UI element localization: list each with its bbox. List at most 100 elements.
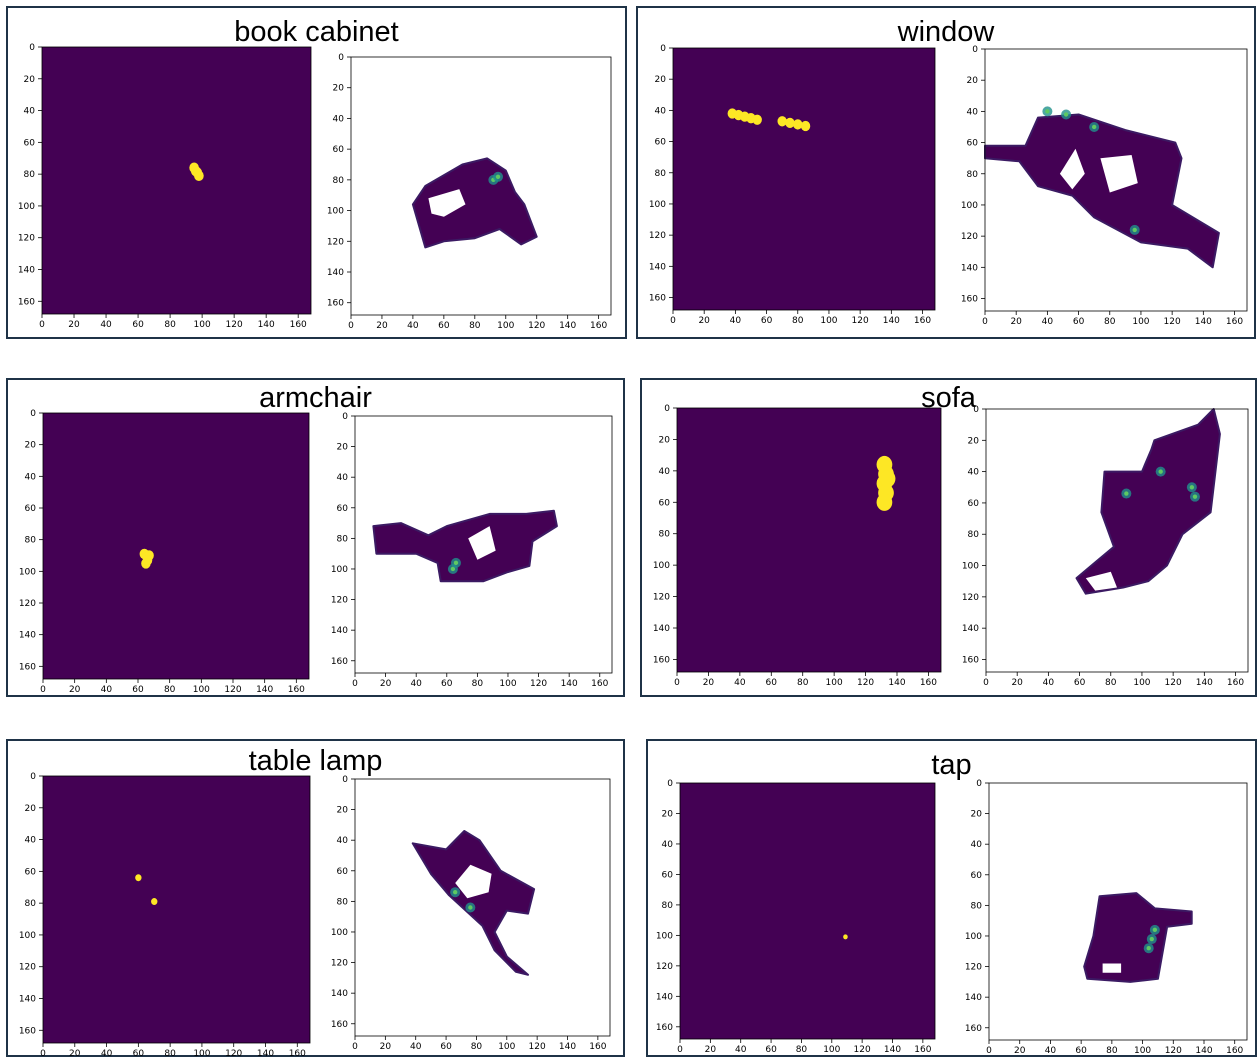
x-tick-label: 100	[1132, 317, 1149, 327]
x-tick-label: 80	[1104, 317, 1116, 327]
y-tick-label: 120	[18, 234, 35, 244]
y-tick-label: 80	[337, 897, 349, 907]
x-tick-label: 80	[797, 678, 809, 688]
mask-point	[843, 934, 848, 940]
x-tick-label: 60	[441, 679, 453, 689]
attention-hotspot-core	[1063, 112, 1069, 117]
y-tick-label: 100	[653, 561, 670, 571]
y-tick-label: 140	[656, 992, 673, 1002]
x-tick-label: 140	[258, 320, 275, 330]
x-tick-label: 40	[407, 321, 419, 331]
occupancy-map	[984, 113, 1220, 269]
occupancy-map	[411, 157, 538, 249]
y-tick-label: 100	[962, 562, 979, 572]
y-tick-label: 80	[659, 530, 671, 540]
x-tick-label: 140	[257, 1049, 274, 1057]
x-tick-label: 40	[410, 1042, 422, 1052]
axes-frame	[42, 412, 310, 680]
x-tick-label: 120	[1165, 1046, 1182, 1056]
x-tick-label: 80	[469, 321, 481, 331]
subplot-pair: 0 20 40 60 80 100 120 140 160 0 20 40 60 80 100 120 140 1…	[18, 43, 612, 331]
y-tick-label: 20	[968, 436, 980, 446]
x-tick-label: 40	[101, 685, 113, 695]
x-tick-label: 0	[39, 320, 45, 330]
y-tick-label: 60	[967, 139, 979, 149]
x-tick-label: 20	[1014, 1046, 1026, 1056]
y-tick-label: 140	[653, 624, 670, 634]
y-tick-label: 160	[649, 294, 666, 304]
y-tick-label: 100	[331, 928, 348, 938]
x-tick-label: 140	[559, 321, 576, 331]
y-tick-label: 80	[25, 899, 37, 909]
y-tick-label: 140	[327, 268, 344, 278]
y-tick-label: 140	[331, 626, 348, 636]
mask-point	[879, 470, 896, 488]
y-tick-label: 100	[19, 567, 36, 577]
y-tick-label: 140	[331, 989, 348, 999]
x-tick-label: 120	[857, 678, 874, 688]
x-tick-label: 60	[133, 1049, 145, 1057]
x-tick-label: 40	[1045, 1046, 1057, 1056]
axes-frame	[42, 775, 311, 1044]
x-tick-label: 20	[1010, 317, 1022, 327]
x-tick-label: 160	[1227, 678, 1244, 688]
y-tick-label: 120	[327, 237, 344, 247]
y-tick-label: 160	[653, 655, 670, 665]
y-tick-label: 120	[331, 596, 348, 606]
y-tick-label: 0	[973, 405, 979, 415]
attention-hotspot-core	[1158, 469, 1163, 474]
y-tick-label: 140	[19, 995, 36, 1005]
y-tick-label: 20	[659, 435, 671, 445]
x-tick-label: 120	[1165, 678, 1182, 688]
x-tick-label: 60	[765, 1045, 777, 1055]
x-tick-label: 140	[256, 685, 273, 695]
mask-heatmap	[43, 413, 309, 679]
x-tick-label: 120	[528, 321, 545, 331]
x-tick-label: 120	[1164, 317, 1181, 327]
y-tick-label: 40	[337, 473, 349, 483]
x-tick-label: 60	[438, 321, 450, 331]
y-tick-label: 40	[333, 114, 345, 124]
y-tick-label: 160	[19, 662, 36, 672]
x-tick-label: 20	[703, 678, 715, 688]
mask-heatmap	[680, 783, 935, 1039]
y-tick-label: 0	[664, 404, 670, 414]
x-tick-label: 120	[852, 316, 869, 326]
y-tick-label: 20	[662, 809, 674, 819]
y-tick-label: 60	[333, 145, 345, 155]
x-tick-label: 160	[590, 321, 607, 331]
x-tick-label: 0	[40, 685, 46, 695]
x-tick-label: 80	[1105, 678, 1117, 688]
x-tick-label: 160	[288, 685, 305, 695]
y-tick-label: 60	[659, 498, 671, 508]
attention-hotspot-core	[468, 905, 473, 910]
y-tick-label: 80	[24, 170, 36, 180]
attention-hotspot-core	[452, 890, 458, 895]
y-tick-label: 60	[655, 138, 667, 148]
x-tick-label: 140	[883, 316, 900, 326]
subplot-pair: 0 20 40 60 80 100 120 140 160 0 20 40 60 80 100 120 140 1…	[19, 409, 613, 695]
x-tick-label: 100	[823, 1045, 840, 1055]
axes-frame	[350, 56, 612, 316]
panel-title: table lamp	[248, 745, 383, 777]
x-tick-label: 160	[289, 1049, 306, 1057]
occupancy-hole	[1085, 571, 1117, 591]
x-tick-label: 120	[226, 320, 243, 330]
y-tick-label: 100	[327, 207, 344, 217]
x-tick-label: 80	[164, 320, 176, 330]
y-tick-label: 120	[19, 599, 36, 609]
subplot-pair: 0 20 40 60 80 100 120 140 160 0 20 40 60 80 100 120 140 1…	[653, 404, 1249, 688]
x-tick-label: 20	[698, 316, 710, 326]
y-tick-label: 20	[337, 443, 349, 453]
y-tick-label: 120	[961, 232, 978, 242]
mask-point	[135, 874, 142, 882]
occupancy-hole	[468, 526, 496, 560]
x-tick-label: 100	[194, 320, 211, 330]
attention-hotspot-core	[1091, 124, 1097, 130]
x-tick-label: 100	[193, 685, 210, 695]
occupancy-hole	[1100, 155, 1138, 193]
y-tick-label: 120	[331, 959, 348, 969]
panel-title: book cabinet	[234, 16, 399, 48]
y-tick-label: 80	[968, 530, 980, 540]
x-tick-label: 0	[40, 1049, 46, 1057]
